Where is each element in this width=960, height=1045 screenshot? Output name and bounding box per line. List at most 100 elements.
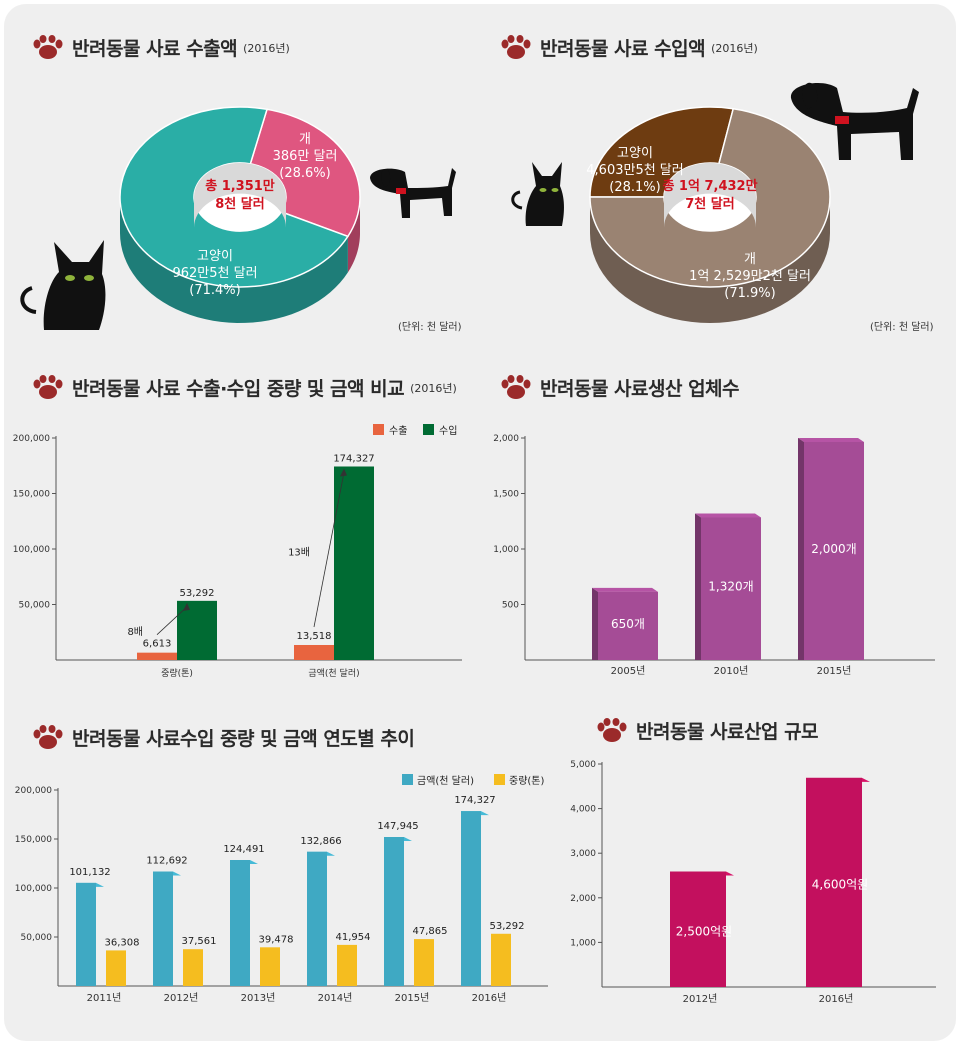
donut-slice-label: (71.4%): [189, 283, 240, 298]
donut-slice-side: [347, 197, 360, 273]
donut-slice-label: 개: [299, 132, 311, 147]
bar-value-label: 1,320개: [708, 580, 753, 594]
amount-value-label: 147,945: [377, 821, 418, 832]
export-donut-chart: 총 1,351만 8천 달러 개 386만 달러 (28.6%) 고양이 962만5천 달러…: [119, 106, 361, 323]
title-year: (2016년): [243, 41, 290, 55]
industry-bar-chart: 1,000 2,000 3,000 4,000 5,000 2,500억원 2012년 4,6…: [570, 760, 936, 1005]
industry-title: 반려동물 사료산업 규모: [596, 717, 819, 744]
title-year: (2016년): [711, 41, 758, 55]
donut-slice-label: 고양이: [197, 249, 233, 264]
dog-icon: [790, 82, 919, 160]
x-tick-label: 2016년: [819, 993, 854, 1005]
y-tick-label: 2,000: [570, 894, 596, 904]
y-tick-label: 200,000: [15, 786, 52, 796]
maker-bar: [701, 517, 761, 660]
donut-slice-label: 962만5천 달러: [172, 266, 257, 281]
cat-icon: [511, 162, 564, 226]
legend-swatch: [423, 424, 434, 435]
donut-center-label: 총 1억 7,432만: [662, 178, 757, 194]
x-tick-label: 2005년: [611, 665, 646, 677]
weight-value-label: 39,478: [259, 934, 294, 945]
weight-bar: [491, 933, 511, 986]
amount-value-label: 101,132: [69, 867, 110, 878]
weight-bar: [337, 944, 357, 986]
export-title: 반려동물 사료 수출액 (2016년): [32, 34, 290, 61]
donut-center-label: 7천 달러: [685, 196, 734, 212]
bar-value-label: 650개: [611, 617, 645, 631]
ratio-label: 13배: [288, 547, 310, 559]
donut-slice-label: (28.6%): [279, 166, 330, 181]
title-text: 반려동물 사료 수출·수입 중량 및 금액 비교: [72, 378, 405, 400]
title-text: 반려동물 사료 수출액: [72, 38, 238, 60]
ratio-arrowhead: [183, 602, 190, 611]
paw-icon: [33, 724, 63, 749]
maker-bar-top: [695, 513, 761, 518]
weight-bar: [183, 949, 203, 986]
x-tick-label: 금액(천 달러): [308, 667, 359, 679]
import-value-label: 53,292: [180, 588, 215, 599]
import-bar: [334, 466, 374, 660]
maker-bar-top: [592, 587, 658, 592]
weight-value-label: 37,561: [182, 936, 217, 947]
donut-slice-side: [120, 197, 348, 323]
legend-label: 수입: [439, 424, 457, 437]
weight-value-label: 53,292: [490, 921, 525, 932]
weight-bar: [106, 950, 126, 986]
bar-value-label: 2,500억원: [676, 924, 732, 938]
x-tick-label: 2014년: [318, 992, 353, 1004]
y-tick-label: 50,000: [21, 933, 53, 943]
paw-icon: [501, 34, 531, 59]
export-bar: [294, 644, 334, 660]
y-tick-label: 150,000: [13, 490, 50, 500]
bar-value-label: 2,000개: [811, 542, 856, 556]
legend-label: 금액(천 달러): [417, 775, 474, 787]
weight-value-label: 47,865: [413, 926, 448, 937]
maker-bar-side: [592, 587, 598, 660]
import-bar: [177, 600, 217, 660]
export-value-label: 13,518: [297, 631, 332, 642]
amount-bar: [461, 811, 481, 986]
y-tick-label: 1,000: [493, 545, 519, 555]
compare-bar-chart: 50,000 100,000 150,000 200,000 6,613 53,292 8배…: [13, 424, 462, 679]
y-tick-label: 2,000: [493, 434, 519, 444]
y-tick-label: 1,000: [570, 938, 596, 948]
maker-bar-top: [798, 438, 864, 442]
donut-center-label: 8천 달러: [215, 196, 264, 212]
amount-bar: [153, 871, 173, 986]
donut-slice-label: (28.1%): [609, 180, 660, 195]
dog-icon: [370, 168, 456, 218]
x-tick-label: 2011년: [87, 992, 122, 1004]
y-tick-label: 100,000: [15, 884, 52, 894]
y-tick-label: 5,000: [570, 760, 596, 770]
ratio-arrow: [156, 606, 188, 635]
title-year: (2016년): [410, 381, 457, 395]
amount-bar: [384, 837, 404, 986]
paw-icon: [33, 34, 63, 59]
y-tick-label: 500: [502, 601, 519, 611]
trend-bar-chart: 50,000 100,000 150,000 200,000 101,132 36,308…: [15, 774, 548, 1004]
ratio-arrow: [313, 472, 345, 628]
y-tick-label: 100,000: [13, 545, 50, 555]
export-unit: (단위: 천 달러): [398, 322, 462, 333]
y-tick-label: 150,000: [15, 835, 52, 845]
x-tick-label: 2013년: [241, 992, 276, 1004]
import-value-label: 174,327: [333, 453, 374, 464]
import-unit: (단위: 천 달러): [870, 322, 934, 333]
makers-bar-chart: 500 1,000 1,500 2,000 650개 2005년 1,320개 2010년 2,…: [493, 434, 935, 677]
x-tick-label: 중량(톤): [161, 667, 193, 679]
x-tick-label: 2015년: [817, 665, 852, 677]
x-tick-label: 2012년: [683, 993, 718, 1005]
legend-swatch: [494, 774, 505, 785]
amount-bar: [230, 859, 250, 986]
donut-hole-wall: [664, 163, 756, 228]
bar-value-label: 4,600억원: [812, 877, 868, 891]
y-tick-label: 3,000: [570, 849, 596, 859]
y-tick-label: 4,000: [570, 805, 596, 815]
title-text: 반려동물 사료생산 업체수: [540, 378, 740, 400]
x-tick-label: 2016년: [472, 992, 507, 1004]
weight-value-label: 36,308: [105, 937, 140, 948]
donut-slice-label: 고양이: [617, 146, 653, 161]
paw-icon: [501, 374, 531, 399]
donut-slice-label: 개: [744, 252, 756, 267]
donut-slice-label: 4,603만5천 달러: [586, 163, 683, 178]
